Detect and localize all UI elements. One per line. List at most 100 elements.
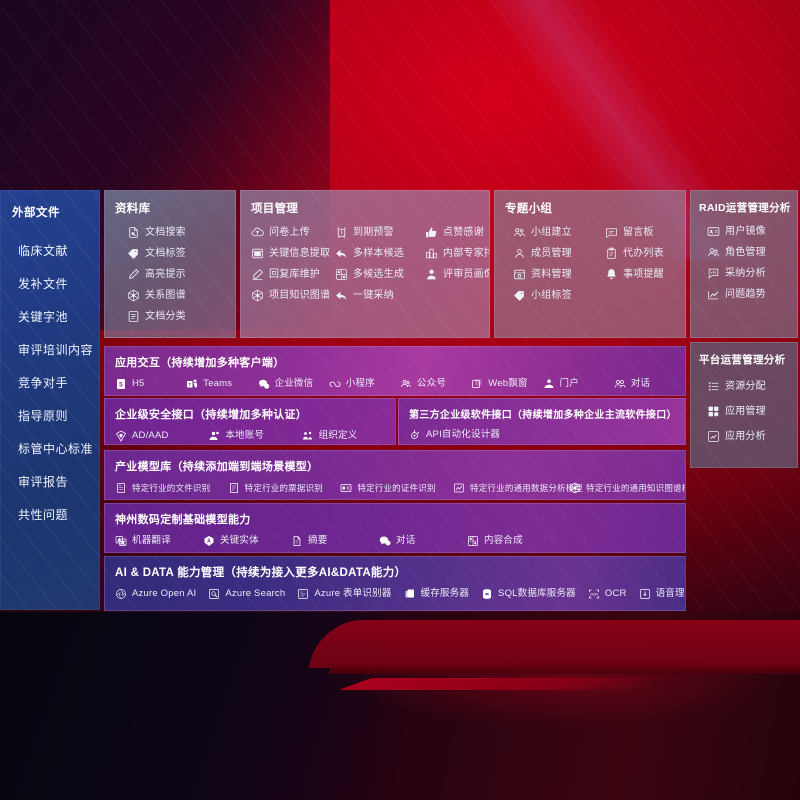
- base-model-item-dialogue[interactable]: 对话: [379, 532, 467, 550]
- third-party-item-api-designer[interactable]: API自动化设计器: [409, 426, 500, 444]
- team-item-create-group[interactable]: 小组建立: [513, 223, 605, 242]
- base-model-item-summary[interactable]: 摘要: [291, 532, 379, 550]
- team-item-message-board[interactable]: 留言板: [605, 223, 677, 242]
- panel-project-management: 项目管理 问卷上传 到期预警 点赞感谢 关键信息提取 多样本候选: [240, 190, 490, 338]
- platform-item-resource-allocation[interactable]: 资源分配: [707, 377, 789, 396]
- wechat-work-icon: [258, 378, 270, 390]
- library-item-relation-graph[interactable]: 关系图谱: [127, 286, 227, 305]
- ai-data-item-azure-openai[interactable]: Azure Open AI: [115, 585, 196, 603]
- interaction-item-web-popup[interactable]: Web飘窗: [471, 375, 542, 393]
- entity-a-icon: A: [203, 535, 215, 547]
- data-analysis-icon: [453, 482, 465, 494]
- model-item-file-recognition[interactable]: 特定行业的文件识别: [115, 479, 228, 497]
- project-item-knowledge-graph[interactable]: 项目知识图谱: [251, 286, 335, 305]
- interaction-item-teams[interactable]: T Teams: [186, 375, 257, 393]
- model-item-label: 特定行业的通用知识图谱模型: [586, 482, 685, 493]
- team-item-todo-list[interactable]: 代办列表: [605, 244, 677, 263]
- sidebar-item-review-report[interactable]: 审评报告: [18, 475, 69, 489]
- ai-data-item-speech-understanding[interactable]: 语音理解: [639, 585, 685, 603]
- sidebar-item-keyword-pool[interactable]: 关键字池: [18, 310, 69, 324]
- ai-data-item-form-recognizer[interactable]: Azure 表单识别器: [297, 585, 391, 603]
- ai-data-row: Azure Open AI Azure Search Azure 表单识别器 缓…: [105, 580, 685, 603]
- model-item-knowledge-graph[interactable]: 特定行业的通用知识图谱模型: [569, 479, 685, 497]
- base-model-item-key-entity[interactable]: A 关键实体: [203, 532, 291, 550]
- panel-industry-model-library: 产业模型库（持续添加端到端场景模型） 特定行业的文件识别 特定行业的票据识别 特…: [104, 450, 686, 500]
- platform-item-app-analysis[interactable]: 应用分析: [707, 427, 789, 446]
- team-item-label: 代办列表: [623, 247, 664, 259]
- raid-item-adoption-analysis[interactable]: 采纳分析: [707, 264, 789, 283]
- ai-data-item-azure-search[interactable]: Azure Search: [208, 585, 285, 603]
- sidebar-item-supplement-file[interactable]: 发补文件: [18, 277, 69, 291]
- panel-security-title: 企业级安全接口（持续增加多种认证）: [115, 409, 308, 421]
- project-item-reply-library[interactable]: 回复库维护: [251, 265, 335, 284]
- library-item-highlight-hint[interactable]: 高亮提示: [127, 265, 227, 284]
- thumbs-up-icon: [425, 226, 438, 239]
- project-item-key-info-extract[interactable]: 关键信息提取: [251, 244, 335, 263]
- ai-data-item-cache-server[interactable]: 缓存服务器: [404, 585, 470, 603]
- model-item-label: 特定行业的通用数据分析模型: [470, 482, 584, 493]
- sidebar-item-competitors[interactable]: 竞争对手: [18, 376, 69, 390]
- panel-topic-group: 专题小组 小组建立 留言板 成员管理 代办列表 资料管理: [494, 190, 686, 338]
- project-item-questionnaire-upload[interactable]: 问卷上传: [251, 223, 335, 242]
- team-item-item-reminder[interactable]: 事项提醒: [605, 265, 677, 284]
- document-search-icon: [127, 226, 140, 239]
- ai-data-item-ocr[interactable]: OCR OCR: [588, 585, 627, 603]
- project-item-one-click-adopt[interactable]: 一键采纳: [335, 286, 425, 305]
- sidebar-item-common-issues[interactable]: 共性问题: [18, 508, 69, 522]
- raid-item-user-profile[interactable]: 用户镜像: [707, 222, 789, 241]
- cloud-upload-icon: [251, 226, 264, 239]
- library-item-document-category[interactable]: 文档分类: [127, 307, 227, 326]
- project-item-multi-sample-candidate[interactable]: 多样本候选: [335, 244, 425, 263]
- platform-item-app-management[interactable]: 应用管理: [707, 402, 789, 421]
- interaction-item-label: 小程序: [345, 378, 375, 390]
- interaction-item-portal[interactable]: 门户: [543, 375, 614, 393]
- panel-team-title: 专题小组: [505, 203, 553, 215]
- model-item-data-analysis[interactable]: 特定行业的通用数据分析模型: [453, 479, 583, 497]
- database-icon: [481, 588, 493, 600]
- security-item-local-account[interactable]: 本地账号: [208, 427, 301, 444]
- group-add-icon: [513, 226, 526, 239]
- model-item-id-recognition[interactable]: 特定行业的证件识别: [340, 479, 453, 497]
- sidebar-item-standards-center[interactable]: 标管中心标准: [18, 442, 94, 456]
- interaction-item-official-account[interactable]: 公众号: [400, 375, 471, 393]
- sidebar-item-clinical-literature[interactable]: 临床文献: [18, 244, 69, 258]
- interaction-item-mini-program[interactable]: 小程序: [329, 375, 400, 393]
- raid-item-role-management[interactable]: 角色管理: [707, 243, 789, 262]
- library-item-document-tag[interactable]: 文档标签: [127, 244, 227, 263]
- security-item-label: AD/AAD: [132, 430, 169, 442]
- team-item-label: 留言板: [623, 226, 654, 238]
- project-item-label: 多候选生成: [353, 268, 404, 280]
- web-window-icon: [471, 378, 483, 390]
- security-item-org-definition[interactable]: 组织定义: [302, 427, 395, 444]
- svg-text:OCR: OCR: [590, 593, 598, 597]
- ai-data-item-label: Azure Search: [225, 588, 286, 600]
- interaction-item-h5[interactable]: 5 H5: [115, 375, 186, 393]
- panel-third-party-title: 第三方企业级软件接口（持续增加多种企业主流软件接口）: [409, 410, 677, 421]
- team-item-material-management[interactable]: 资料管理: [513, 265, 605, 284]
- project-item-expiry-alert[interactable]: 到期预警: [335, 223, 425, 242]
- project-item-multi-candidate-gen[interactable]: 多候选生成: [335, 265, 425, 284]
- panel-platform-analysis: 平台运营管理分析 资源分配 应用管理 应用分析: [690, 342, 798, 468]
- sidebar-item-review-training[interactable]: 审评培训内容: [18, 343, 94, 357]
- sidebar-item-guidelines[interactable]: 指导原则: [18, 409, 69, 423]
- project-item-reviewer-profile[interactable]: 评审员画像: [425, 265, 489, 284]
- ranking-bar-icon: [425, 247, 438, 260]
- base-model-item-content-synthesis[interactable]: 内容合成: [467, 532, 555, 550]
- team-item-group-tag[interactable]: 小组标签: [513, 286, 605, 305]
- security-row: AD/AAD 本地账号 组织定义: [105, 422, 395, 444]
- raid-item-issue-trend[interactable]: 问题趋势: [707, 285, 789, 304]
- security-item-ad-aad[interactable]: AD/AAD: [115, 427, 208, 444]
- model-item-receipt-recognition[interactable]: 特定行业的票据识别: [228, 479, 341, 497]
- interaction-item-wechat-work[interactable]: 企业微信: [258, 375, 329, 393]
- interaction-item-label: 公众号: [417, 378, 447, 390]
- team-item-member-management[interactable]: 成员管理: [513, 244, 605, 263]
- project-item-like-thanks[interactable]: 点赞感谢: [425, 223, 489, 242]
- model-item-label: 特定行业的票据识别: [244, 482, 323, 493]
- library-item-document-search[interactable]: 文档搜索: [127, 223, 227, 242]
- team-item-label: 小组标签: [531, 289, 572, 301]
- interaction-item-dialog[interactable]: 对话: [614, 375, 685, 393]
- project-item-internal-expert-ranking[interactable]: 内部专家排名: [425, 244, 489, 263]
- graph-network-icon: [251, 289, 264, 302]
- ai-data-item-sql-database[interactable]: SQL数据库服务器: [481, 585, 576, 603]
